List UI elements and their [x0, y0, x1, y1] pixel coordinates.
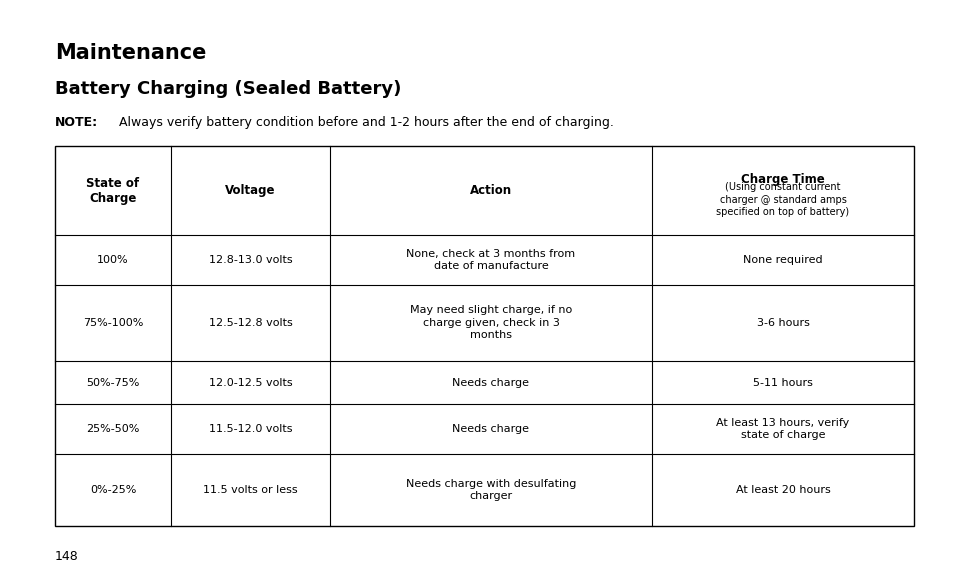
Text: Action: Action [470, 184, 512, 197]
Text: 11.5-12.0 volts: 11.5-12.0 volts [209, 424, 292, 434]
Text: 25%-50%: 25%-50% [86, 424, 139, 434]
Text: None, check at 3 months from
date of manufacture: None, check at 3 months from date of man… [406, 249, 575, 271]
Text: Charge Time: Charge Time [740, 173, 824, 186]
Bar [55, 146, 913, 526]
Text: None required: None required [742, 255, 821, 265]
Text: 5-11 hours: 5-11 hours [752, 377, 812, 387]
Text: 0%-25%: 0%-25% [90, 485, 136, 495]
Text: Needs charge with desulfating
charger: Needs charge with desulfating charger [405, 479, 576, 501]
Text: Maintenance: Maintenance [55, 43, 206, 63]
Text: Battery Charging (Sealed Battery): Battery Charging (Sealed Battery) [55, 80, 401, 98]
Text: 3-6 hours: 3-6 hours [756, 318, 808, 328]
Text: 12.0-12.5 volts: 12.0-12.5 volts [209, 377, 292, 387]
Text: At least 13 hours, verify
state of charge: At least 13 hours, verify state of charg… [716, 418, 849, 440]
Text: Needs charge: Needs charge [452, 377, 529, 387]
Text: 12.8-13.0 volts: 12.8-13.0 volts [209, 255, 292, 265]
Text: NOTE:: NOTE: [55, 116, 98, 129]
Text: 11.5 volts or less: 11.5 volts or less [203, 485, 297, 495]
Text: Needs charge: Needs charge [452, 424, 529, 434]
Text: Voltage: Voltage [225, 184, 275, 197]
Text: May need slight charge, if no
charge given, check in 3
months: May need slight charge, if no charge giv… [410, 305, 572, 340]
Text: 148: 148 [55, 550, 79, 563]
Text: 100%: 100% [97, 255, 129, 265]
Text: 50%-75%: 50%-75% [86, 377, 139, 387]
Text: 12.5-12.8 volts: 12.5-12.8 volts [209, 318, 292, 328]
Text: Always verify battery condition before and 1-2 hours after the end of charging.: Always verify battery condition before a… [107, 116, 613, 129]
Text: 75%-100%: 75%-100% [83, 318, 143, 328]
Text: (Using constant current
charger @ standard amps
specified on top of battery): (Using constant current charger @ standa… [716, 182, 849, 217]
Text: At least 20 hours: At least 20 hours [735, 485, 829, 495]
Text: State of
Charge: State of Charge [87, 176, 139, 205]
